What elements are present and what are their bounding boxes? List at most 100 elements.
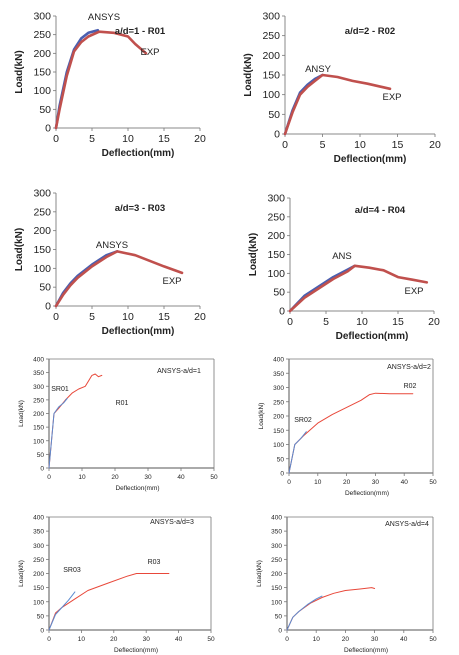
x-tick-label: 10 (354, 139, 366, 151)
y-axis-label: Load(kN) (256, 560, 263, 587)
y-tick-label: 0 (279, 306, 285, 318)
y-tick-label: 400 (271, 515, 282, 522)
x-tick-label: 40 (400, 636, 408, 643)
x-tick-label: 0 (287, 316, 293, 328)
panel-annotation: ANSYS-a/d=2 (387, 364, 431, 371)
x-tick-label: 10 (314, 479, 322, 486)
y-tick-label: 250 (33, 206, 51, 218)
x-tick-label: 30 (143, 636, 151, 643)
panel-annotation: a/d=2 - R02 (345, 26, 395, 37)
x-tick-label: 10 (78, 474, 86, 481)
x-tick-label: 50 (429, 479, 437, 486)
y-tick-label: 150 (33, 425, 44, 432)
y-tick-label: 200 (271, 571, 282, 578)
panel-annotation: a/d=1 - R01 (115, 26, 166, 37)
panel-annotation: ANSYS-a/d=3 (150, 519, 194, 526)
x-axis-label: Deflection(mm) (115, 485, 159, 492)
x-tick-label: 0 (47, 474, 51, 481)
y-tick-label: 50 (37, 613, 45, 620)
chart-panel-8: 0 50 100 150 200 250 300 350 400 0 10 20 30 40 50 Defle… (256, 515, 437, 655)
series-line-2 (54, 30, 148, 130)
y-axis-label: Load(kN) (18, 560, 25, 587)
y-tick-label: 200 (33, 411, 44, 418)
x-tick-label: 10 (78, 636, 86, 643)
y-axis-label: Load(kN) (18, 400, 25, 427)
y-axis-label: Load(kN) (14, 50, 25, 93)
y-tick-label: 150 (273, 428, 284, 435)
x-axis-label: Deflection(mm) (114, 647, 158, 654)
y-tick-label: 250 (262, 30, 280, 42)
series-line-1 (288, 392, 414, 474)
y-tick-label: 100 (262, 89, 280, 101)
x-axis-label: Deflection(mm) (334, 154, 407, 165)
series-label: SR03 (63, 567, 81, 574)
series-label: EXP (162, 276, 181, 287)
x-tick-label: 0 (287, 479, 291, 486)
chart-panel-6: 0 50 100 150 200 250 300 350 400 0 10 20 30 40 50 Defle… (258, 357, 437, 498)
x-tick-label: 40 (175, 636, 183, 643)
y-tick-label: 300 (33, 11, 51, 23)
y-tick-label: 200 (33, 48, 51, 60)
x-tick-label: 40 (177, 474, 185, 481)
y-tick-label: 100 (267, 268, 285, 280)
x-tick-label: 10 (122, 133, 134, 145)
series-label: ANSYS (96, 240, 128, 251)
x-tick-label: 0 (47, 636, 51, 643)
y-axis-label: Load(kN) (14, 228, 25, 271)
series-line-1 (286, 587, 376, 631)
y-tick-label: 150 (262, 70, 280, 82)
x-tick-label: 5 (320, 139, 326, 151)
series-line-2 (48, 398, 68, 469)
y-tick-label: 100 (33, 438, 44, 445)
x-tick-label: 50 (429, 636, 437, 643)
x-tick-label: 10 (356, 316, 368, 328)
x-tick-label: 5 (323, 316, 329, 328)
x-tick-label: 15 (392, 316, 404, 328)
series-label: EXP (404, 286, 423, 297)
series-label: R03 (148, 559, 161, 566)
y-tick-label: 250 (271, 557, 282, 564)
x-tick-label: 50 (210, 474, 218, 481)
series-label: ANSYS (88, 12, 120, 23)
series-line-1 (48, 573, 170, 631)
y-tick-label: 200 (267, 230, 285, 242)
x-axis-label: Deflection(mm) (336, 331, 409, 342)
y-tick-label: 250 (33, 29, 51, 41)
x-tick-label: 20 (342, 636, 350, 643)
x-tick-label: 30 (372, 479, 380, 486)
x-tick-label: 0 (285, 636, 289, 643)
series-line-2 (283, 73, 392, 136)
y-tick-label: 0 (40, 466, 44, 473)
y-tick-label: 300 (33, 384, 44, 391)
series-line-2 (48, 591, 76, 631)
chart-panel-3: 0 50 100 150 200 250 300 0 5 10 15 20 Deflection(mm)… (14, 188, 206, 338)
series-line-1 (283, 73, 324, 136)
series-line-1 (54, 28, 100, 130)
y-axis-label: Load(kN) (248, 233, 259, 276)
x-axis-label: Deflection(mm) (102, 148, 175, 159)
y-tick-label: 250 (33, 557, 44, 564)
y-tick-label: 300 (273, 385, 284, 392)
x-tick-label: 20 (110, 636, 118, 643)
chart-panel-5: 0 50 100 150 200 250 300 350 400 0 10 20 30 40 50 Defle… (18, 357, 218, 493)
x-tick-label: 20 (428, 316, 440, 328)
y-tick-label: 100 (271, 599, 282, 606)
panel-annotation: a/d=3 - R03 (115, 203, 165, 214)
x-tick-label: 30 (371, 636, 379, 643)
y-tick-label: 350 (33, 529, 44, 536)
series-label: ANS (332, 251, 352, 262)
x-tick-label: 10 (313, 636, 321, 643)
y-tick-label: 150 (33, 244, 51, 256)
y-tick-label: 200 (33, 225, 51, 237)
x-tick-label: 15 (392, 139, 404, 151)
y-tick-label: 100 (33, 85, 51, 97)
y-tick-label: 250 (273, 399, 284, 406)
y-tick-label: 50 (39, 104, 51, 116)
chart-panel-7: 0 50 100 150 200 250 300 350 400 0 10 20 30 40 50 Defle… (18, 515, 215, 655)
y-tick-label: 0 (278, 628, 282, 635)
y-tick-label: 50 (37, 452, 45, 459)
y-tick-label: 50 (277, 456, 285, 463)
y-tick-label: 50 (268, 109, 280, 121)
y-tick-label: 50 (39, 282, 51, 294)
